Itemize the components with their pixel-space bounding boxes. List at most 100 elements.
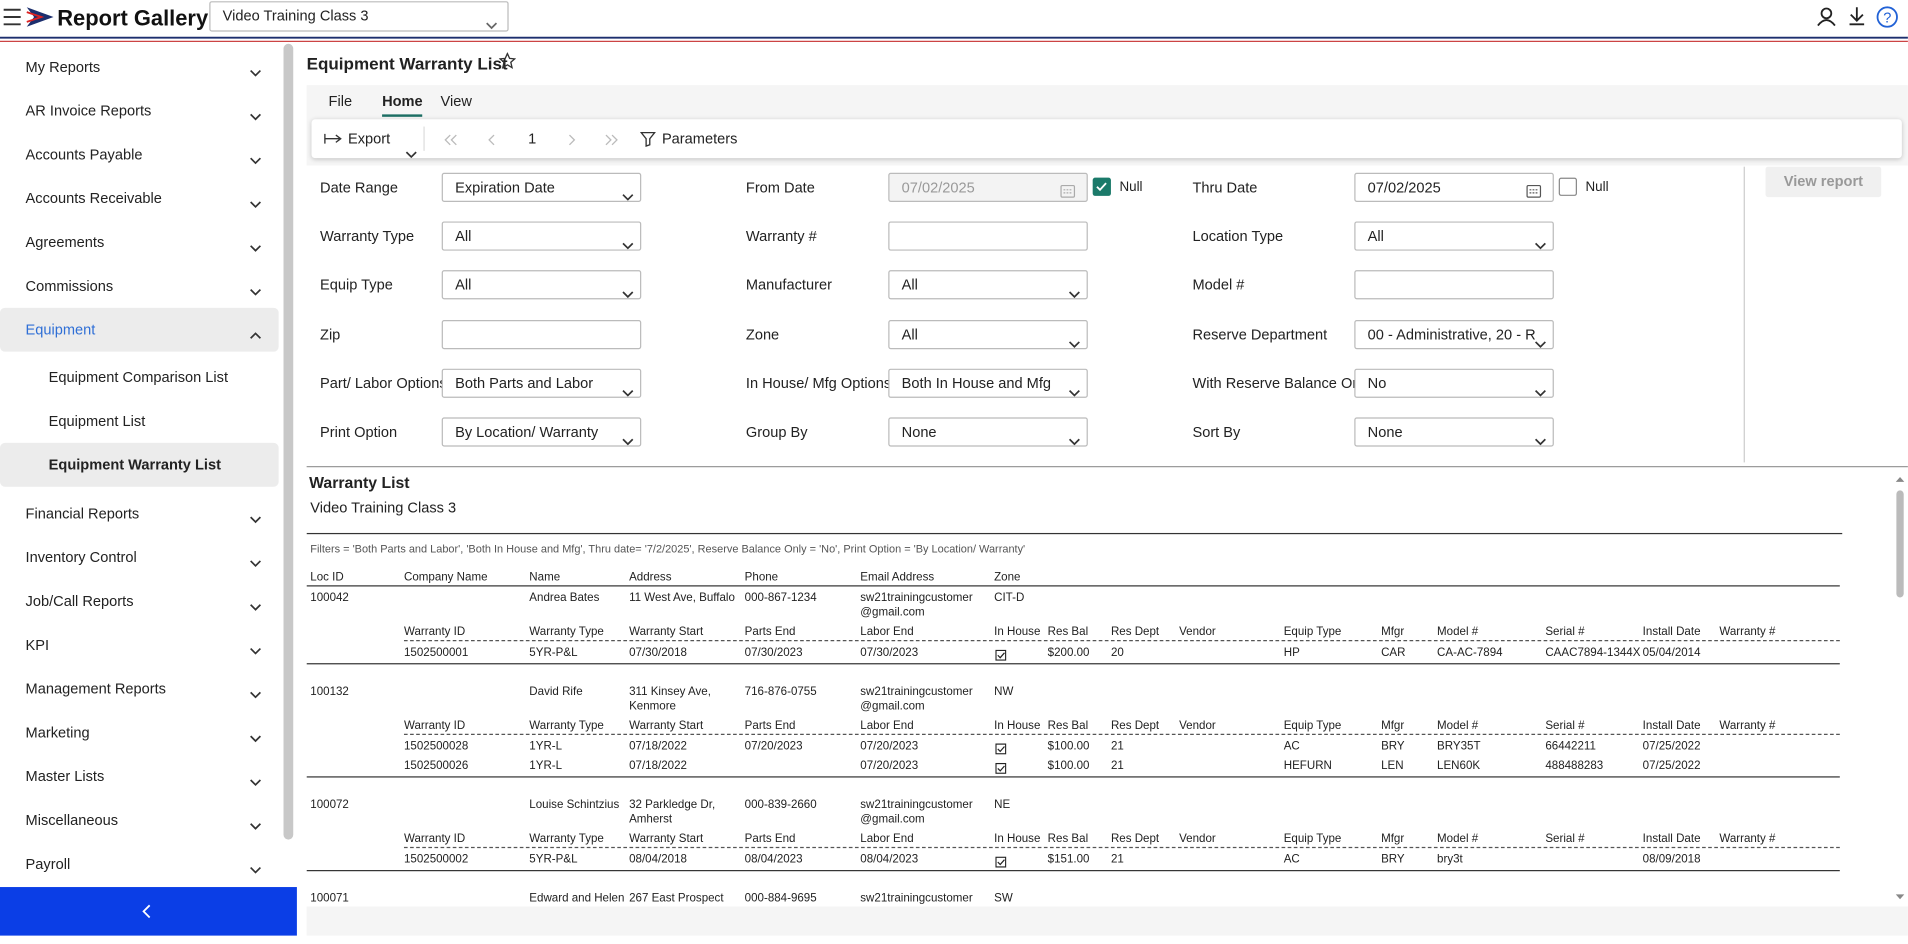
view-report-button: View report xyxy=(1765,166,1882,198)
scrollbar xyxy=(283,43,294,840)
chevron xyxy=(249,552,261,574)
location-column-header: Address xyxy=(629,570,672,585)
parameters-button[interactable]: Parameters xyxy=(640,119,737,158)
param-select[interactable]: None xyxy=(888,417,1088,447)
param-label: With Reserve Balance Only xyxy=(1192,374,1372,392)
sidebar-subitem[interactable]: Equipment List xyxy=(0,399,279,443)
warranty-type: 5YR-P&L xyxy=(529,852,578,867)
help-icon[interactable]: ? xyxy=(1876,6,1898,28)
chevron xyxy=(622,184,634,201)
location-zone: SW xyxy=(994,891,1013,906)
report-scrollbar[interactable] xyxy=(1892,470,1908,907)
sidebar-item[interactable]: Marketing xyxy=(0,711,279,755)
chevron xyxy=(622,379,634,397)
warranty-mfgr: LEN xyxy=(1381,759,1404,773)
location-loc-id: 100071 xyxy=(310,891,349,906)
param-label: Warranty # xyxy=(745,227,817,245)
rule xyxy=(306,663,1840,665)
main: Equipment Warranty List File Home View Expor… xyxy=(297,44,1908,936)
sidebar-item[interactable]: Master Lists xyxy=(0,754,279,798)
tab[interactable]: Home xyxy=(382,92,423,117)
warranty-model: bry3t xyxy=(1437,852,1463,867)
sidebar-item[interactable]: Job/Call Reports xyxy=(0,579,279,623)
sidebar-item-label: Job/Call Reports xyxy=(25,592,134,610)
chevron xyxy=(249,281,261,303)
warranty-column-header: Warranty Start xyxy=(629,625,704,639)
param-select[interactable]: All xyxy=(888,270,1088,300)
param-select[interactable]: 00 - Administrative, 20 - R xyxy=(1354,319,1554,349)
user-icon[interactable] xyxy=(1817,7,1836,27)
sidebar-item[interactable]: Financial Reports xyxy=(0,492,279,536)
param-select[interactable]: All xyxy=(888,319,1088,349)
param-select[interactable]: Both Parts and Labor xyxy=(441,368,642,398)
warranty-equip-type: HEFURN xyxy=(1283,759,1332,773)
param-date[interactable]: 07/02/2025 xyxy=(1354,172,1554,202)
sidebar-item[interactable]: Accounts Receivable xyxy=(0,176,279,220)
company-select[interactable]: Video Training Class 3 xyxy=(209,1,509,32)
param-text[interactable] xyxy=(1354,270,1554,300)
sidebar-item[interactable]: Miscellaneous xyxy=(0,798,279,842)
warranty-column-header: Install Date xyxy=(1642,625,1701,639)
warranty-column-header: Warranty # xyxy=(1719,832,1776,846)
warranty-column-header: Res Dept xyxy=(1110,625,1160,639)
rule xyxy=(403,846,1840,849)
param-text[interactable] xyxy=(441,319,642,349)
report-output: Warranty List Video Training Class 3 Filte… xyxy=(306,470,1889,907)
param-select[interactable]: By Location/ Warranty xyxy=(441,417,642,447)
sidebar-item[interactable]: Commissions xyxy=(0,264,279,308)
svg-text:?: ? xyxy=(1883,11,1891,27)
param-select[interactable]: Expiration Date xyxy=(441,172,642,202)
sidebar-item[interactable]: My Reports xyxy=(0,45,279,89)
tab[interactable]: View xyxy=(440,92,472,110)
param-select[interactable]: All xyxy=(1354,221,1554,251)
sidebar-subitem[interactable]: Equipment Comparison List xyxy=(0,355,279,399)
param-text[interactable] xyxy=(888,221,1088,251)
sidebar-subitem-label: Equipment Comparison List xyxy=(48,368,229,386)
favorite-star[interactable] xyxy=(498,51,517,75)
warranty-id: 1502500026 xyxy=(403,759,469,773)
sidebar-item[interactable]: AR Invoice Reports xyxy=(0,89,279,133)
param-select[interactable]: Both In House and Mfg xyxy=(888,368,1088,398)
chevron xyxy=(249,509,261,531)
sidebar-subitem[interactable]: Equipment Warranty List xyxy=(0,442,279,487)
param-value: 07/02/2025 xyxy=(1367,178,1441,196)
toolbar-separator xyxy=(423,126,425,151)
param-select[interactable]: All xyxy=(441,270,642,300)
warranty-column-header: Serial # xyxy=(1545,625,1585,639)
param-select[interactable]: No xyxy=(1354,368,1554,398)
param-value: Both Parts and Labor xyxy=(455,374,594,392)
location-address: 311 Kinsey Ave, Kenmore xyxy=(629,685,711,714)
collapse-button[interactable] xyxy=(0,887,297,936)
param-label: Zone xyxy=(745,325,780,343)
warranty-start: 07/18/2022 xyxy=(629,759,687,773)
warranty-column-header: Warranty # xyxy=(1719,719,1776,733)
param-value: All xyxy=(1367,227,1384,245)
tab[interactable]: File xyxy=(328,92,353,110)
sidebar-item[interactable]: Equipment xyxy=(0,307,279,352)
param-select[interactable]: All xyxy=(441,221,642,251)
warranty-mfgr: CAR xyxy=(1381,646,1406,660)
menu-icon[interactable] xyxy=(3,8,21,26)
chevron xyxy=(249,193,261,215)
location-email: sw21trainingcustomer@gmail.com xyxy=(860,685,973,714)
sidebar-item[interactable]: Accounts Payable xyxy=(0,133,279,177)
sidebar-item[interactable]: KPI xyxy=(0,623,279,667)
sidebar-item[interactable]: Management Reports xyxy=(0,667,279,711)
sidebar-item-label: AR Invoice Reports xyxy=(25,102,152,120)
download-icon[interactable] xyxy=(1849,7,1865,26)
location-phone: 716-876-0755 xyxy=(744,685,817,699)
warranty-column-header: Vendor xyxy=(1179,832,1216,846)
export-button[interactable]: Export xyxy=(324,119,417,159)
sidebar-item-label: KPI xyxy=(25,636,50,654)
sidebar-item[interactable]: Payroll xyxy=(0,842,279,886)
chevron xyxy=(249,150,261,172)
location-column-header: Phone xyxy=(744,570,779,585)
null-checkbox[interactable] xyxy=(1558,177,1577,196)
null-checkbox[interactable] xyxy=(1092,177,1111,196)
rule xyxy=(306,776,1840,778)
sidebar-item[interactable]: Agreements xyxy=(0,220,279,264)
warranty-res-dept: 21 xyxy=(1110,759,1124,773)
sidebar-item[interactable]: Inventory Control xyxy=(0,535,279,579)
param-select[interactable]: None xyxy=(1354,417,1554,447)
warranty-column-header: Mfgr xyxy=(1381,832,1405,846)
